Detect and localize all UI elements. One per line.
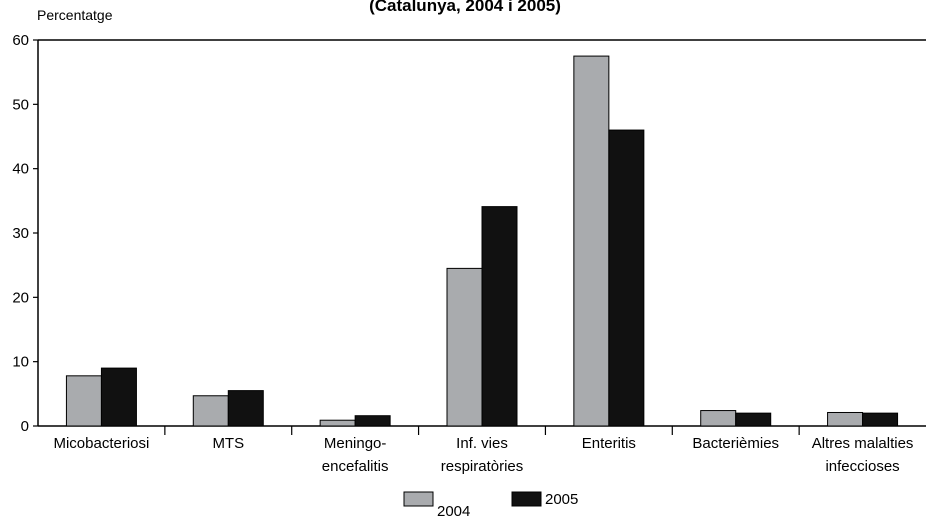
bar-2005 xyxy=(862,412,899,427)
x-tick-label: Altres malalties infeccioses xyxy=(812,435,914,475)
bar-2004 xyxy=(573,55,610,427)
bars xyxy=(65,55,899,427)
bar-2005 xyxy=(354,415,391,427)
x-tick-label-line: respiratòries xyxy=(441,458,524,475)
y-tick-label: 60 xyxy=(12,32,29,49)
x-tick-label-line: Bacterièmies xyxy=(692,435,779,452)
y-tick-label: 10 xyxy=(12,354,29,371)
x-tick-label-line: Enteritis xyxy=(582,435,636,452)
y-tick-label: 40 xyxy=(12,161,29,178)
x-tick-label: Meningo-encefalitis xyxy=(322,435,389,475)
x-tick-label-line: Micobacteriosi xyxy=(53,435,149,452)
x-tick-label: MTS xyxy=(212,435,244,452)
x-tick-label: Enteritis xyxy=(582,435,636,452)
y-tick-label: 0 xyxy=(21,418,29,435)
legend: 2004 2005 xyxy=(403,491,578,519)
x-tick-label-line: encefalitis xyxy=(322,458,389,475)
y-tick-label: 50 xyxy=(12,96,29,113)
bar-2004 xyxy=(192,395,229,427)
x-tick-label-line: MTS xyxy=(212,435,244,452)
x-tick-label-line: infeccioses xyxy=(825,458,899,475)
x-tick-label: Micobacteriosi xyxy=(53,435,149,452)
bar-2005 xyxy=(735,412,772,427)
bar-2004 xyxy=(827,411,864,427)
legend-swatch xyxy=(403,491,434,507)
bar-2004 xyxy=(700,410,737,427)
bar-2005 xyxy=(227,390,264,427)
axes: 0 10 20 30 40 50 60 Micobacteriosi MTS Meningo-en… xyxy=(12,32,926,475)
bar-2005 xyxy=(481,206,518,427)
y-tick-label: 30 xyxy=(12,225,29,242)
bar-2005 xyxy=(608,129,645,427)
bar-2004 xyxy=(319,419,356,427)
y-tick-label: 20 xyxy=(12,289,29,306)
x-tick-label-line: Altres malalties xyxy=(812,435,914,452)
x-tick-label-line: Meningo- xyxy=(324,435,387,452)
legend-label: 2004 xyxy=(437,503,470,519)
x-tick-label: Inf. vies respiratòries xyxy=(441,435,524,475)
x-tick-label: Bacterièmies xyxy=(692,435,779,452)
y-axis-label: Percentatge xyxy=(37,7,113,23)
legend-swatch xyxy=(511,491,542,507)
chart-title: (Catalunya, 2004 i 2005) xyxy=(369,0,561,15)
bar-2005 xyxy=(100,367,137,427)
legend-label: 2005 xyxy=(545,491,578,508)
x-tick-label-line: Inf. vies xyxy=(456,435,508,452)
bar-2004 xyxy=(65,375,102,427)
bar-2004 xyxy=(446,267,483,427)
